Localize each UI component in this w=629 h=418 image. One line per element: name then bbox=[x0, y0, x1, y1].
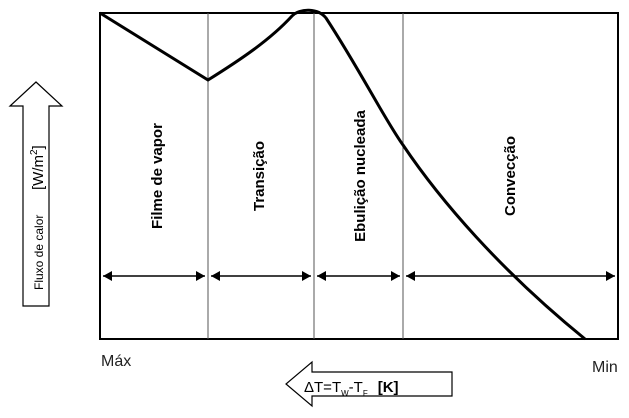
plot-frame bbox=[99, 12, 619, 340]
y-axis-label: Fluxo de calor bbox=[32, 215, 46, 290]
region-label-nucleate: Ebulição nucleada bbox=[352, 109, 369, 241]
region-label-transition: Transição bbox=[251, 141, 268, 211]
arrow-left-outline-icon bbox=[285, 360, 453, 408]
region-label-convection: Convecção bbox=[502, 136, 519, 216]
arrow-up-outline-icon bbox=[8, 81, 64, 307]
boiling-curve-line bbox=[99, 8, 586, 341]
double-headed-arrow-icon bbox=[103, 271, 615, 281]
x-axis-label: ΔT=TW-TF [K] bbox=[304, 379, 399, 398]
y-axis-arrow: Fluxo de calor [W/m2] bbox=[8, 81, 64, 307]
y-axis-unit: [W/m2] bbox=[29, 145, 47, 190]
x-axis-right-end: Min bbox=[592, 359, 618, 376]
x-axis-left-end: Máx bbox=[101, 353, 131, 370]
x-axis-arrow: ΔT=TW-TF [K] bbox=[285, 360, 453, 408]
region-label-film: Filme de vapor bbox=[149, 123, 166, 229]
